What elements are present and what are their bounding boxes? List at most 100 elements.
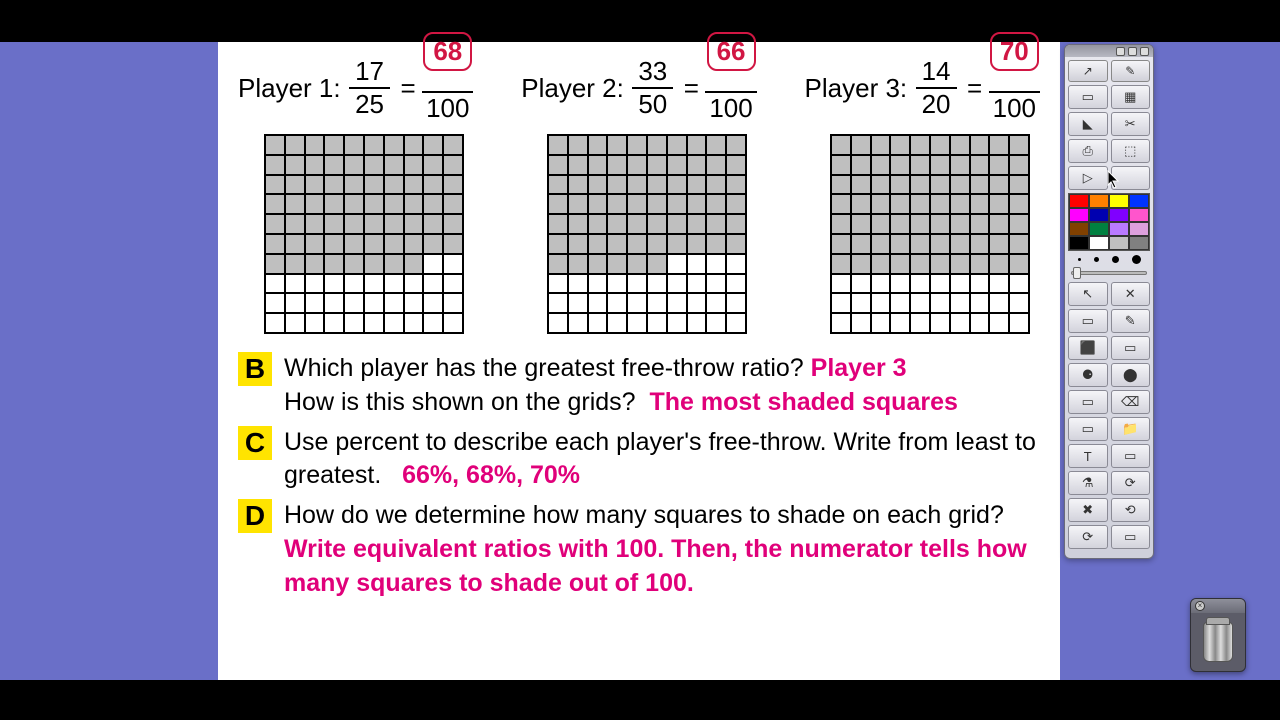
tool-button[interactable]: ✕ [1111,282,1151,306]
pen-mode-button[interactable]: ✎ [1111,60,1151,82]
grid-cell [831,313,851,333]
grid-cell [443,293,463,313]
thickness-dot[interactable] [1078,258,1081,261]
tool-button[interactable]: ⚈ [1068,363,1108,387]
tool-button[interactable] [1111,166,1151,190]
tool-button[interactable]: ✂ [1111,112,1151,136]
player-3: Player 3: 14 20 = 70 100 [805,52,1040,124]
grid-cell [950,155,970,175]
grid-cell [344,214,364,234]
export-button[interactable]: ↗ [1068,60,1108,82]
tool-button[interactable]: ▷ [1068,166,1108,190]
tool-button[interactable]: ⌫ [1111,390,1151,414]
grid-cell [344,254,364,274]
tool-button[interactable]: ⟳ [1111,471,1151,495]
grid-cell [443,194,463,214]
palette-color[interactable] [1089,222,1109,236]
tool-panel-titlebar[interactable] [1065,45,1153,57]
palette-color[interactable] [1089,208,1109,222]
trash-window[interactable]: × [1190,598,1246,672]
tool-button[interactable]: ▭ [1111,336,1151,360]
thickness-dot[interactable] [1094,257,1099,262]
grid-cell [607,135,627,155]
palette-color[interactable] [1129,236,1149,250]
tool-button[interactable]: ⬤ [1111,363,1151,387]
equals-sign: = [967,73,982,104]
grid-cell [667,293,687,313]
thickness-slider[interactable] [1071,268,1147,278]
palette-color[interactable] [1109,236,1129,250]
grid-cell [910,313,930,333]
palette-color[interactable] [1069,236,1089,250]
grid-cell [423,274,443,294]
tool-button[interactable]: ▭ [1068,417,1108,441]
grid-cell [831,234,851,254]
palette-color[interactable] [1069,208,1089,222]
grid-cell [950,254,970,274]
tool-button[interactable]: ▭ [1068,390,1108,414]
grid-cell [285,293,305,313]
tool-button[interactable]: ↖ [1068,282,1108,306]
grid-cell [890,135,910,155]
grid-cell [364,293,384,313]
tool-button[interactable]: T [1068,444,1108,468]
grid-cell [706,234,726,254]
grid-cell [568,155,588,175]
grid-cell [851,175,871,195]
tool-button[interactable]: ⎙ [1068,139,1108,163]
grid-cell [607,155,627,175]
tool-button[interactable]: ◣ [1068,112,1108,136]
grid-cell [607,175,627,195]
grid-cell [548,313,568,333]
grid-cell [568,234,588,254]
trashcan-icon[interactable] [1203,622,1233,662]
panel-max-icon[interactable] [1128,47,1137,56]
thickness-dot[interactable] [1132,255,1141,264]
grid-cell [423,155,443,175]
palette-color[interactable] [1129,194,1149,208]
palette-color[interactable] [1109,194,1129,208]
tool-button[interactable]: ▭ [1068,309,1108,333]
slider-thumb[interactable] [1073,267,1081,279]
palette-color[interactable] [1089,236,1109,250]
tool-button[interactable]: ⟳ [1068,525,1108,549]
tool-button[interactable]: ▦ [1111,85,1151,109]
thickness-dot[interactable] [1112,256,1119,263]
panel-close-icon[interactable] [1140,47,1149,56]
grid-cell [647,234,667,254]
grid-cell [851,135,871,155]
palette-color[interactable] [1089,194,1109,208]
tool-button[interactable]: ⟲ [1111,498,1151,522]
grid-cell [324,234,344,254]
palette-color[interactable] [1069,222,1089,236]
palette-color[interactable] [1069,194,1089,208]
tool-button[interactable]: ⬚ [1111,139,1151,163]
tool-button[interactable]: ✎ [1111,309,1151,333]
grid-cell [285,254,305,274]
palette-color[interactable] [1129,208,1149,222]
palette-color[interactable] [1129,222,1149,236]
palette-color[interactable] [1109,208,1129,222]
panel-min-icon[interactable] [1116,47,1125,56]
grid-cell [627,234,647,254]
grid-cell [404,234,424,254]
tool-panel[interactable]: ↗ ✎ ▭▦◣✂⎙⬚▷ ↖✕▭✎⬛▭⚈⬤▭⌫▭📁T▭⚗⟳✖⟲⟳▭ [1064,44,1154,559]
trash-close-icon[interactable]: × [1195,601,1205,611]
grid-cell [568,135,588,155]
tool-button[interactable]: 📁 [1111,417,1151,441]
tool-button[interactable]: ✖ [1068,498,1108,522]
grid-cell [871,135,891,155]
trash-titlebar[interactable]: × [1191,599,1245,613]
palette-color[interactable] [1109,222,1129,236]
tool-button[interactable]: ▭ [1111,525,1151,549]
tool-button[interactable]: ▭ [1068,85,1108,109]
grid-cell [726,214,746,234]
grid-cell [1009,194,1029,214]
tool-button[interactable]: ▭ [1111,444,1151,468]
tool-button[interactable]: ⬛ [1068,336,1108,360]
tool-button[interactable]: ⚗ [1068,471,1108,495]
grid-cell [548,274,568,294]
trash-body[interactable] [1191,613,1245,671]
grid-cell [851,194,871,214]
grid-cell [588,155,608,175]
